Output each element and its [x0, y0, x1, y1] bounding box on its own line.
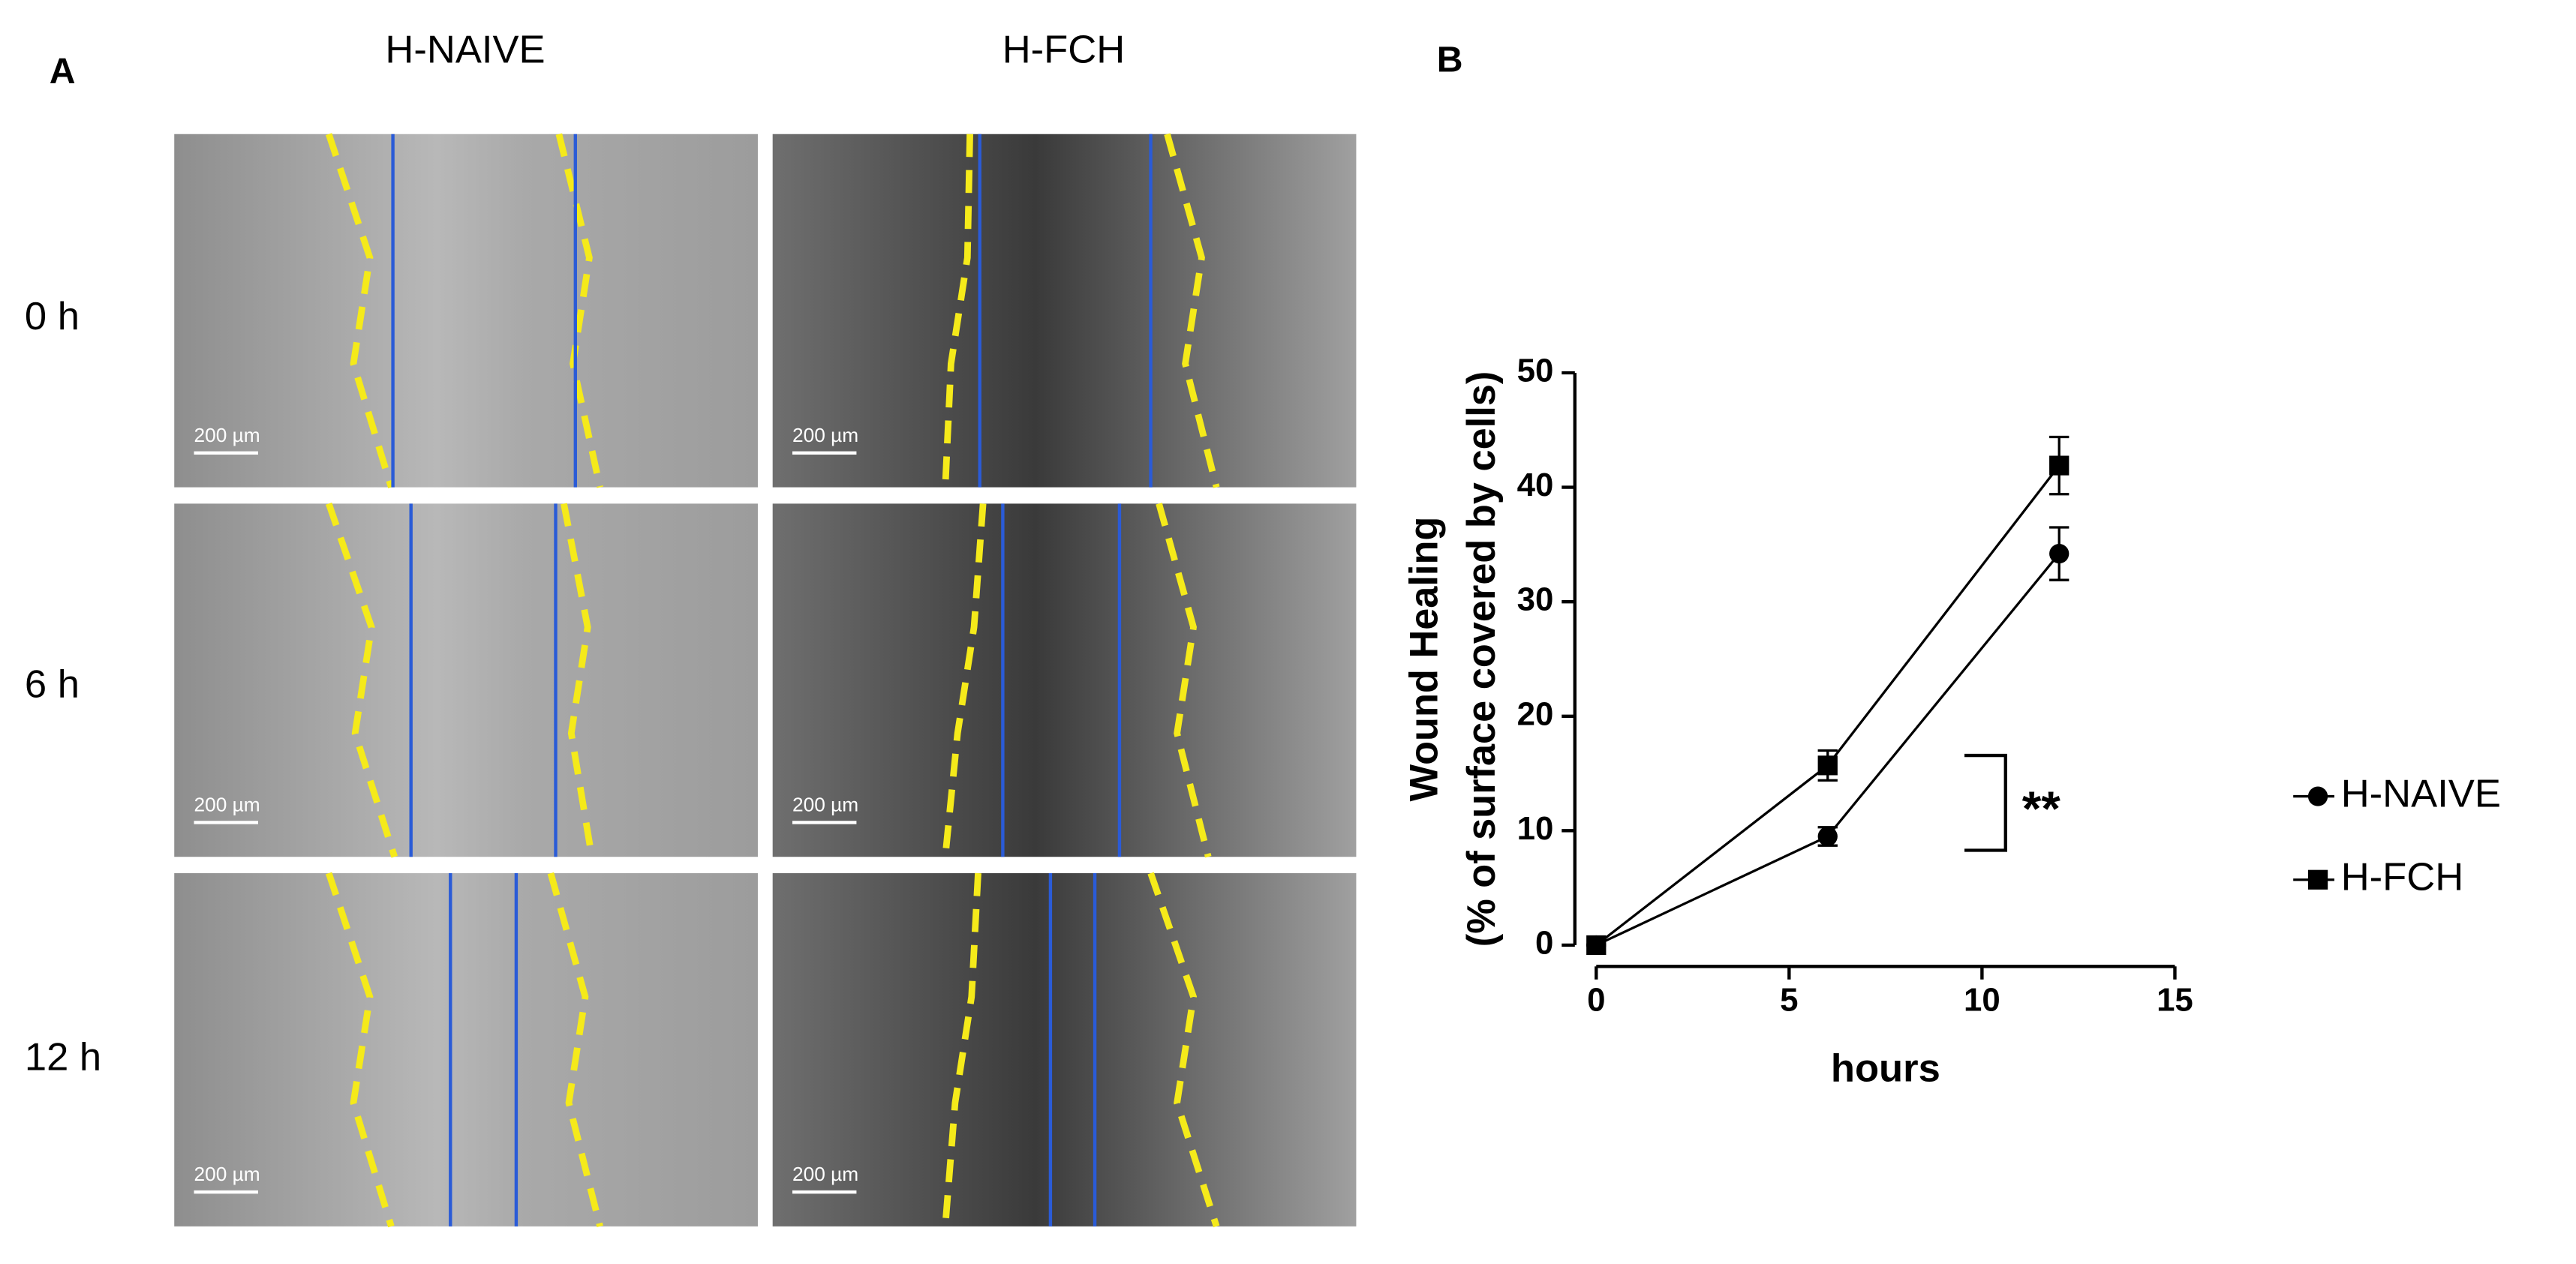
- x-tick-label: 10: [1964, 982, 2000, 1019]
- y-tick-label: 0: [1535, 925, 1553, 962]
- y-tick-label: 50: [1517, 353, 1554, 389]
- y-tick-label: 40: [1517, 467, 1554, 503]
- wound-edge: [326, 872, 395, 1228]
- wound-edge: [326, 133, 395, 488]
- x-tick-label: 15: [2157, 982, 2193, 1019]
- legend-marker: [2307, 786, 2328, 806]
- wound-edge: [942, 872, 981, 1227]
- wound-edge: [326, 502, 398, 858]
- micrograph: [772, 134, 1357, 488]
- scale-bar-label: 200 µm: [792, 1163, 858, 1185]
- legend-label: H-FCH: [2341, 856, 2464, 899]
- y-axis-label: (% of surface covered by cells): [1460, 371, 1504, 947]
- legend-label: H-NAIVE: [2341, 773, 2501, 816]
- row-label: 0 h: [25, 295, 80, 338]
- wound-edge: [1156, 503, 1212, 858]
- data-point: [2049, 544, 2070, 564]
- column-label: H-FCH: [1002, 29, 1126, 72]
- wound-edge: [1164, 133, 1220, 488]
- wound-edge: [942, 134, 973, 488]
- micrograph: [772, 873, 1357, 1226]
- x-tick-label: 0: [1587, 982, 1605, 1019]
- wound-edge: [555, 133, 603, 488]
- scale-bar-label: 200 µm: [792, 794, 858, 816]
- significance-bracket: [1964, 753, 2007, 852]
- data-point: [2049, 455, 2070, 476]
- micrograph: [772, 503, 1357, 857]
- micrograph: [174, 503, 758, 857]
- wound-edge: [547, 872, 603, 1227]
- panel-label: A: [50, 51, 76, 92]
- data-point: [1586, 935, 1607, 956]
- y-axis-label: Wound Healing: [1402, 517, 1446, 802]
- scale-bar-label: 200 µm: [194, 794, 260, 816]
- scale-bar-label: 200 µm: [194, 1163, 260, 1185]
- x-axis-label: hours: [1831, 1047, 1940, 1091]
- series-line: [1595, 464, 2060, 947]
- panel-label: B: [1437, 40, 1463, 80]
- row-label: 12 h: [25, 1035, 101, 1079]
- data-point: [1817, 826, 1838, 847]
- wound-edge: [942, 503, 987, 857]
- column-label: H-NAIVE: [385, 29, 545, 72]
- x-tick-label: 5: [1780, 982, 1798, 1019]
- annotation: **: [2022, 782, 2061, 836]
- wound-edge: [561, 503, 596, 857]
- wound-edge: [1147, 872, 1220, 1228]
- scale-bar-label: 200 µm: [792, 424, 858, 446]
- data-point: [1817, 755, 1838, 776]
- legend-marker: [2307, 869, 2328, 890]
- y-tick-label: 30: [1517, 581, 1554, 618]
- y-tick-label: 10: [1517, 810, 1554, 847]
- micrograph: [174, 134, 758, 488]
- row-label: 6 h: [25, 662, 80, 706]
- y-tick-label: 20: [1517, 695, 1554, 732]
- micrograph: [174, 873, 758, 1226]
- scale-bar-label: 200 µm: [194, 424, 260, 446]
